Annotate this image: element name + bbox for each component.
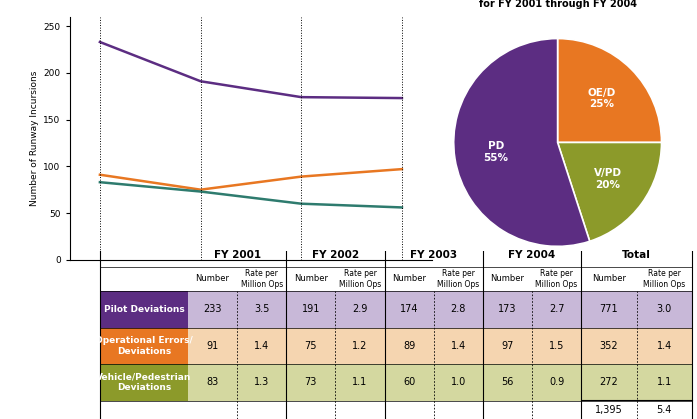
- Bar: [100, 364, 188, 401]
- Bar: [188, 328, 286, 364]
- Bar: [385, 291, 483, 328]
- Text: Pilot Deviations: Pilot Deviations: [104, 305, 185, 314]
- Text: 3.5: 3.5: [254, 304, 270, 314]
- Bar: [385, 364, 483, 401]
- Text: 173: 173: [498, 304, 516, 314]
- Text: 2.8: 2.8: [450, 304, 466, 314]
- Text: 0.9: 0.9: [549, 378, 564, 388]
- Text: 191: 191: [302, 304, 320, 314]
- Text: Number: Number: [491, 274, 524, 283]
- Bar: [581, 364, 692, 401]
- Text: 1,395: 1,395: [595, 405, 622, 415]
- Text: FY 2003: FY 2003: [410, 251, 457, 261]
- Text: Operational Errors/
Deviations: Operational Errors/ Deviations: [95, 336, 193, 356]
- Text: 2.9: 2.9: [352, 304, 368, 314]
- Text: Number: Number: [196, 274, 229, 283]
- Bar: [286, 328, 385, 364]
- Text: 272: 272: [599, 378, 618, 388]
- Text: 91: 91: [206, 341, 219, 351]
- Text: 60: 60: [403, 378, 415, 388]
- Text: PD
55%: PD 55%: [484, 142, 509, 163]
- Text: 89: 89: [403, 341, 415, 351]
- Text: 1.5: 1.5: [549, 341, 565, 351]
- Bar: [483, 364, 581, 401]
- Text: 1.4: 1.4: [254, 341, 269, 351]
- Bar: [483, 291, 581, 328]
- Bar: [100, 291, 188, 328]
- Wedge shape: [558, 39, 661, 142]
- Wedge shape: [454, 39, 590, 246]
- Bar: [188, 291, 286, 328]
- Text: 1.1: 1.1: [353, 378, 367, 388]
- Text: 233: 233: [204, 304, 222, 314]
- Text: Vehicle/Pedestrian
Deviations: Vehicle/Pedestrian Deviations: [96, 372, 192, 393]
- Text: 56: 56: [501, 378, 514, 388]
- Bar: [286, 364, 385, 401]
- Text: 5.4: 5.4: [657, 405, 672, 415]
- Text: 1.3: 1.3: [254, 378, 269, 388]
- Bar: [286, 291, 385, 328]
- Text: V/PD
20%: V/PD 20%: [594, 168, 622, 190]
- Text: 3.0: 3.0: [657, 304, 672, 314]
- Text: 1.0: 1.0: [451, 378, 466, 388]
- Text: 1.2: 1.2: [352, 341, 368, 351]
- Text: 174: 174: [400, 304, 418, 314]
- Text: 1.4: 1.4: [657, 341, 672, 351]
- Bar: [483, 328, 581, 364]
- Text: Rate per
Million Ops: Rate per Million Ops: [535, 269, 578, 289]
- Text: Rate per
Million Ops: Rate per Million Ops: [339, 269, 381, 289]
- Text: 75: 75: [305, 341, 317, 351]
- Bar: [581, 328, 692, 364]
- Text: Rate per
Million Ops: Rate per Million Ops: [240, 269, 283, 289]
- Text: FY 2001: FY 2001: [213, 251, 261, 261]
- Text: Number: Number: [392, 274, 426, 283]
- Text: 83: 83: [206, 378, 219, 388]
- Text: Rate per
Million Ops: Rate per Million Ops: [437, 269, 480, 289]
- Text: OE/D
25%: OE/D 25%: [588, 88, 616, 109]
- Text: Number: Number: [592, 274, 626, 283]
- Bar: [581, 291, 692, 328]
- Bar: [100, 328, 188, 364]
- Bar: [188, 364, 286, 401]
- Title: National Distribution
of Runway Incursion Types
for FY 2001 through FY 2004: National Distribution of Runway Incursio…: [479, 0, 636, 9]
- Text: FY 2004: FY 2004: [508, 251, 556, 261]
- Text: Rate per
Million Ops: Rate per Million Ops: [643, 269, 685, 289]
- Y-axis label: Number of Runway Incursions: Number of Runway Incursions: [30, 70, 39, 206]
- Text: Total: Total: [622, 251, 651, 261]
- Text: 1.1: 1.1: [657, 378, 672, 388]
- Text: 352: 352: [599, 341, 618, 351]
- Text: 2.7: 2.7: [549, 304, 565, 314]
- Wedge shape: [558, 142, 661, 241]
- Text: 771: 771: [599, 304, 618, 314]
- Text: FY 2002: FY 2002: [312, 251, 359, 261]
- Text: 97: 97: [501, 341, 514, 351]
- Text: Number: Number: [294, 274, 328, 283]
- Bar: [385, 328, 483, 364]
- Text: 1.4: 1.4: [451, 341, 466, 351]
- Text: 73: 73: [305, 378, 317, 388]
